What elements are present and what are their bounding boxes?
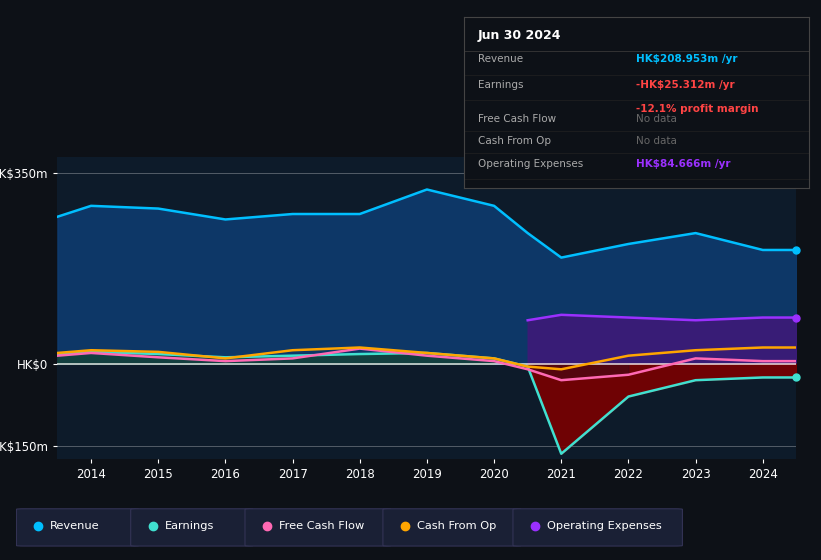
- Text: Free Cash Flow: Free Cash Flow: [279, 521, 365, 531]
- FancyBboxPatch shape: [245, 508, 391, 546]
- Text: Earnings: Earnings: [478, 80, 523, 90]
- Text: Operating Expenses: Operating Expenses: [478, 158, 583, 169]
- Text: Cash From Op: Cash From Op: [478, 137, 551, 146]
- Text: No data: No data: [636, 137, 677, 146]
- Text: No data: No data: [636, 114, 677, 124]
- Text: Cash From Op: Cash From Op: [417, 521, 496, 531]
- Text: Free Cash Flow: Free Cash Flow: [478, 114, 556, 124]
- FancyBboxPatch shape: [131, 508, 253, 546]
- Text: Revenue: Revenue: [478, 54, 523, 64]
- Text: Jun 30 2024: Jun 30 2024: [478, 29, 562, 42]
- FancyBboxPatch shape: [383, 508, 521, 546]
- Text: Operating Expenses: Operating Expenses: [547, 521, 662, 531]
- Text: HK$208.953m /yr: HK$208.953m /yr: [636, 54, 738, 64]
- Text: Revenue: Revenue: [50, 521, 100, 531]
- Text: Earnings: Earnings: [164, 521, 214, 531]
- FancyBboxPatch shape: [513, 508, 682, 546]
- Text: -HK$25.312m /yr: -HK$25.312m /yr: [636, 80, 735, 90]
- Text: -12.1% profit margin: -12.1% profit margin: [636, 104, 759, 114]
- FancyBboxPatch shape: [16, 508, 139, 546]
- Text: HK$84.666m /yr: HK$84.666m /yr: [636, 158, 731, 169]
